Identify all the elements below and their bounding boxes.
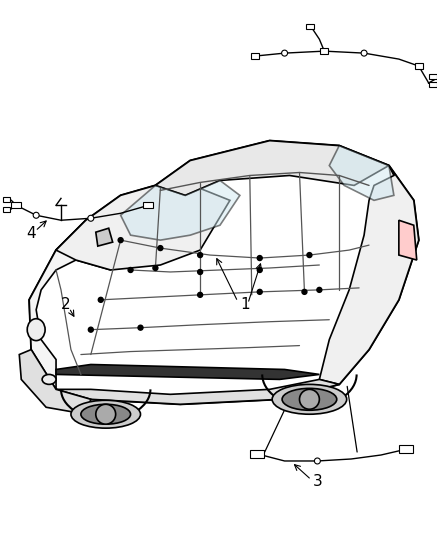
Bar [399, 445, 413, 453]
Ellipse shape [42, 375, 56, 384]
Polygon shape [56, 185, 230, 270]
Ellipse shape [71, 400, 141, 428]
Circle shape [158, 246, 163, 251]
Circle shape [96, 404, 116, 424]
Circle shape [153, 265, 158, 270]
Polygon shape [155, 141, 389, 196]
Ellipse shape [27, 319, 45, 341]
Circle shape [198, 293, 203, 297]
Circle shape [300, 389, 319, 409]
Polygon shape [120, 181, 240, 240]
Circle shape [138, 325, 143, 330]
Circle shape [282, 50, 288, 56]
Circle shape [88, 327, 93, 332]
Circle shape [88, 215, 94, 221]
Polygon shape [56, 379, 339, 404]
Circle shape [198, 270, 203, 274]
Text: 1: 1 [240, 297, 250, 312]
Circle shape [257, 255, 262, 261]
Circle shape [361, 50, 367, 56]
Bar [250, 450, 264, 458]
Polygon shape [29, 141, 419, 404]
Polygon shape [29, 220, 111, 389]
Polygon shape [96, 228, 113, 246]
Circle shape [118, 238, 123, 243]
Bar [251, 53, 259, 59]
Text: 4: 4 [26, 225, 36, 241]
Bar [144, 203, 153, 208]
Circle shape [257, 268, 262, 272]
Circle shape [314, 458, 320, 464]
Polygon shape [319, 166, 419, 384]
Polygon shape [56, 365, 319, 379]
Circle shape [307, 253, 312, 257]
Bar [320, 48, 328, 54]
Circle shape [33, 212, 39, 218]
Bar [4, 197, 11, 203]
Circle shape [128, 268, 133, 272]
Circle shape [198, 253, 203, 257]
Ellipse shape [272, 384, 347, 414]
Circle shape [98, 297, 103, 302]
Polygon shape [399, 220, 417, 260]
Text: 3: 3 [312, 474, 322, 489]
Ellipse shape [282, 389, 337, 410]
Bar [4, 207, 11, 212]
Polygon shape [329, 146, 394, 200]
Text: 2: 2 [61, 297, 71, 312]
Ellipse shape [81, 404, 131, 424]
Bar [11, 203, 21, 208]
Circle shape [257, 289, 262, 294]
Bar [415, 63, 423, 69]
Bar [307, 25, 314, 29]
Bar [429, 82, 437, 87]
Circle shape [317, 287, 322, 293]
Bar [429, 74, 437, 79]
Circle shape [302, 289, 307, 294]
Polygon shape [19, 350, 91, 414]
